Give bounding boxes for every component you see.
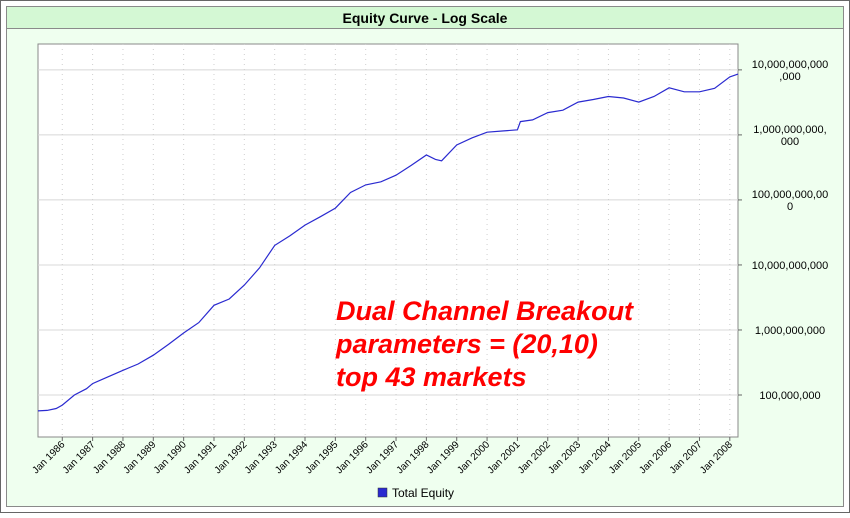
y-tick-label: 100,000,000,00 0	[752, 189, 828, 213]
annotation: parameters = (20,10)	[335, 329, 598, 359]
chart-title: Equity Curve - Log Scale	[343, 10, 508, 26]
y-tick-label: 10,000,000,000,000	[752, 59, 828, 83]
annotation: Dual Channel Breakout	[336, 296, 634, 326]
y-tick-label: 1,000,000,000, 000	[753, 124, 826, 148]
annotation: top 43 markets	[336, 362, 527, 392]
title-bar	[6, 6, 844, 29]
y-tick-label: 10,000,000,000	[752, 260, 828, 272]
legend-swatch	[377, 487, 388, 498]
equity-line	[37, 73, 739, 412]
y-tick-label: 1,000,000,000	[755, 325, 825, 337]
legend-label: Total Equity	[392, 486, 454, 500]
plot-area	[37, 43, 739, 438]
y-tick-label: 100,000,000	[759, 390, 820, 402]
